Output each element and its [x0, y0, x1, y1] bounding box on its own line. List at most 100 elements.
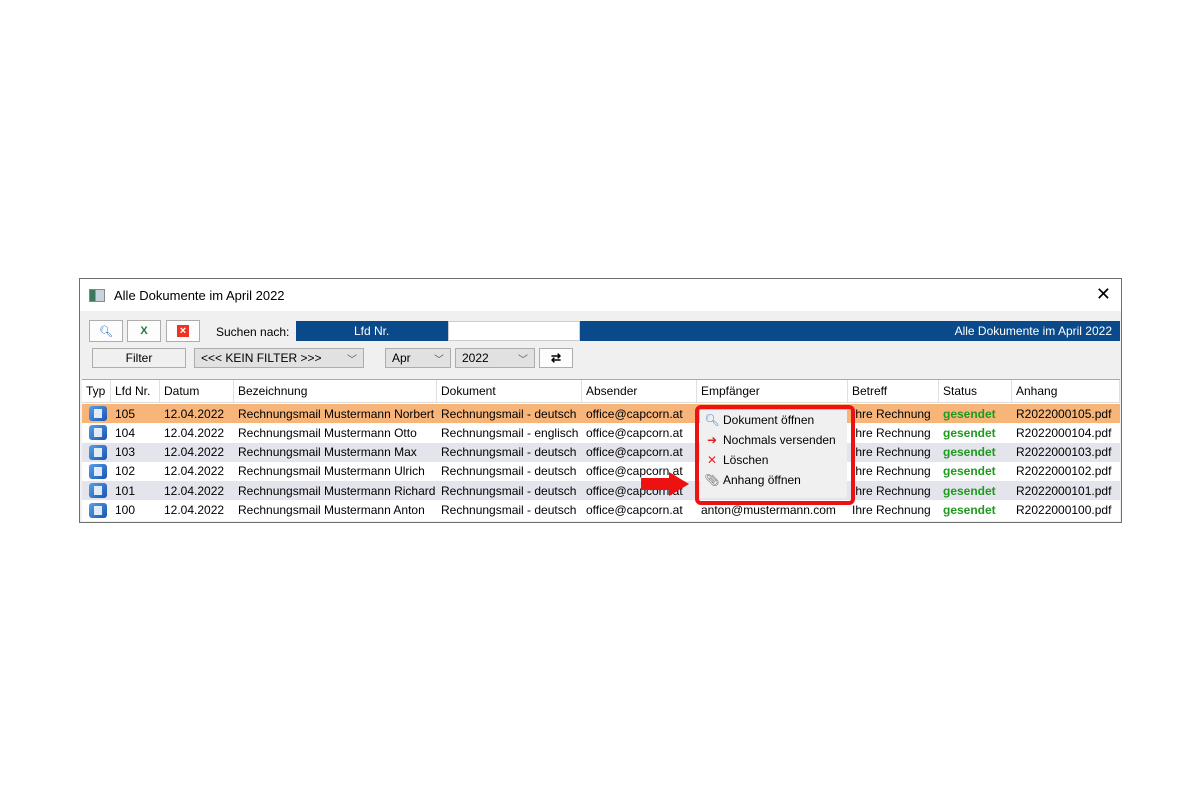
close-icon: ×: [176, 325, 190, 337]
chevron-down-icon: ﹀: [518, 355, 528, 366]
delete-x-icon: ✕: [706, 453, 718, 467]
cell-nr: 100: [115, 503, 136, 517]
table-header: Typ Lfd Nr. Datum Bezeichnung Dokument Absend…: [82, 380, 1120, 403]
mail-document-icon: [89, 444, 107, 460]
cell-bez: Rechnungsmail Mustermann Max: [238, 445, 417, 460]
cell-dok: Rechnungsmail - englisch: [441, 425, 579, 440]
mail-document-icon: [89, 483, 107, 499]
mail-document-icon: [89, 502, 107, 518]
menu-item[interactable]: 📎︎ Anhang öffnen: [700, 470, 847, 490]
cell-datum: 12.04.2022: [164, 406, 225, 421]
column-header[interactable]: Anhang: [1012, 380, 1120, 402]
document-type-icon: [82, 404, 111, 423]
cell-bez: Rechnungsmail Mustermann Norbert: [238, 406, 435, 421]
period-label: Alle Dokumente im April 2022: [954, 324, 1112, 338]
cell-nr: 104: [115, 425, 136, 440]
swap-button[interactable]: ⇄: [539, 348, 573, 368]
table-row[interactable]: 102 12.04.2022 Rechnungsmail Mustermann Ul…: [82, 461, 1120, 481]
arrow-right-icon: [641, 472, 689, 496]
cell-abs: office@capcorn.at: [586, 445, 683, 460]
cell-datum: 12.04.2022: [164, 464, 225, 479]
mail-document-icon: [89, 406, 107, 421]
column-header[interactable]: Datum: [160, 380, 234, 402]
cell-betreff: Ihre Rechnung: [852, 464, 931, 479]
month-select[interactable]: Apr ﹀: [385, 348, 451, 368]
paperclip-icon: 📎︎: [704, 473, 720, 487]
cell-bez: Rechnungsmail Mustermann Ulrich: [238, 464, 425, 479]
menu-item[interactable]: ➜ Nochmals versenden: [700, 430, 847, 450]
cell-status: gesendet: [943, 445, 996, 460]
cell-bez: Rechnungsmail Mustermann Anton: [238, 503, 425, 517]
search-field-label[interactable]: Lfd Nr.: [354, 324, 390, 338]
menu-item-label: Nochmals versenden: [723, 433, 836, 447]
window-title: Alle Dokumente im April 2022: [114, 287, 285, 303]
cell-abs: office@capcorn.at: [586, 464, 683, 479]
documents-window: Alle Dokumente im April 2022 ✕ 🔍︎ X × Su…: [79, 278, 1122, 523]
column-header[interactable]: Bezeichnung: [234, 380, 437, 402]
column-header[interactable]: Dokument: [437, 380, 582, 402]
year-select[interactable]: 2022 ﹀: [455, 348, 535, 368]
cell-bez: Rechnungsmail Mustermann Otto: [238, 425, 417, 440]
cell-nr: 103: [115, 445, 136, 460]
column-header[interactable]: Status: [939, 380, 1012, 402]
cell-emp: anton@mustermann.com: [701, 503, 836, 517]
document-type-icon: [82, 481, 111, 500]
menu-item[interactable]: ✕ Löschen: [700, 450, 847, 470]
cell-dok: Rechnungsmail - deutsch: [441, 445, 577, 460]
cell-datum: 12.04.2022: [164, 445, 225, 460]
cell-dok: Rechnungsmail - deutsch: [441, 503, 577, 517]
title-bar: Alle Dokumente im April 2022 ✕: [80, 279, 1121, 311]
app-icon: [89, 288, 105, 302]
menu-item-label: Dokument öffnen: [723, 413, 815, 427]
cell-datum: 12.04.2022: [164, 503, 225, 517]
table-row[interactable]: 103 12.04.2022 Rechnungsmail Mustermann Ma…: [82, 442, 1120, 462]
resend-icon: ➜: [706, 433, 718, 447]
year-value: 2022: [462, 351, 489, 365]
mail-document-icon: [89, 425, 107, 441]
cell-betreff: Ihre Rechnung: [852, 483, 931, 498]
excel-export-button[interactable]: X: [127, 320, 161, 342]
document-type-icon: [82, 423, 111, 442]
table-row[interactable]: 105 12.04.2022 Rechnungsmail Mustermann No…: [82, 404, 1120, 423]
menu-item[interactable]: 🔍︎ Dokument öffnen: [700, 410, 847, 430]
documents-table: Typ Lfd Nr. Datum Bezeichnung Dokument Absend…: [82, 379, 1120, 521]
filter-value: <<< KEIN FILTER >>>: [201, 351, 322, 365]
table-row[interactable]: 104 12.04.2022 Rechnungsmail Mustermann Ot…: [82, 423, 1120, 443]
excel-icon: X: [140, 325, 148, 337]
table-row[interactable]: 100 12.04.2022 Rechnungsmail Mustermann An…: [82, 500, 1120, 520]
column-header[interactable]: Empfänger: [697, 380, 848, 402]
cell-status: gesendet: [943, 503, 996, 517]
cell-nr: 105: [115, 406, 136, 421]
cell-status: gesendet: [943, 406, 996, 421]
cell-datum: 12.04.2022: [164, 425, 225, 440]
search-input[interactable]: [448, 321, 580, 341]
filter-select[interactable]: <<< KEIN FILTER >>> ﹀: [194, 348, 364, 368]
cell-anhang: R2022000104.pdf: [1016, 425, 1112, 440]
delete-button[interactable]: ×: [166, 320, 200, 342]
chevron-down-icon: ﹀: [347, 355, 357, 366]
cell-anhang: R2022000100.pdf: [1016, 503, 1112, 517]
cell-anhang: R2022000102.pdf: [1016, 464, 1112, 479]
filter-button[interactable]: Filter: [92, 348, 186, 368]
close-icon[interactable]: ✕: [1095, 284, 1111, 304]
table-row[interactable]: 101 12.04.2022 Rechnungsmail Mustermann Ri…: [82, 481, 1120, 501]
cell-anhang: R2022000103.pdf: [1016, 445, 1112, 460]
cell-abs: office@capcorn.at: [586, 425, 683, 440]
cell-bez: Rechnungsmail Mustermann Richard: [238, 483, 436, 498]
chevron-down-icon: ﹀: [434, 355, 444, 366]
cell-status: gesendet: [943, 425, 996, 440]
month-value: Apr: [392, 351, 411, 365]
cell-anhang: R2022000101.pdf: [1016, 483, 1112, 498]
cell-abs: office@capcorn.at: [586, 406, 683, 421]
filter-label: Filter: [125, 351, 153, 365]
context-menu: 🔍︎ Dokument öffnen ➜ Nochmals versenden ✕ Lös…: [700, 410, 847, 498]
cell-status: gesendet: [943, 464, 996, 479]
cell-dok: Rechnungsmail - deutsch: [441, 406, 577, 421]
preview-button[interactable]: 🔍︎: [89, 320, 123, 342]
document-type-icon: [82, 462, 111, 481]
column-header[interactable]: Betreff: [848, 380, 939, 402]
column-header[interactable]: Typ: [82, 380, 111, 402]
cell-anhang: R2022000105.pdf: [1016, 406, 1112, 421]
column-header[interactable]: Absender: [582, 380, 697, 402]
column-header[interactable]: Lfd Nr.: [111, 380, 160, 402]
